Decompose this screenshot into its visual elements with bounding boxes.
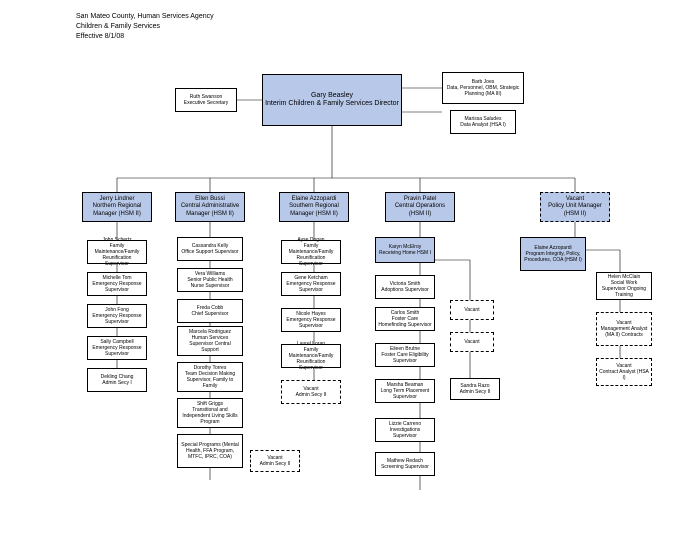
- col2-box-1: Vera WilliamsSenior Public Health Nurse …: [177, 268, 243, 292]
- col5-box-0: Helen McClainSocial Work Supervisor Ongo…: [596, 272, 652, 300]
- col3-box-3: Laurel LoranFamily Maintenance/Family Re…: [281, 344, 341, 368]
- col4-box-5: Mathew RedachScreening Supervisor: [375, 452, 435, 476]
- exec-role: Executive Secretary: [178, 100, 234, 106]
- manager-box-3: Pravin Patel Central Operations (HSM II): [385, 192, 455, 222]
- col3-box-0: Ayse DoganFamily Maintenance/Family Reun…: [281, 240, 341, 264]
- director-box: Gary Beasley Interim Children & Family S…: [262, 74, 402, 126]
- col1-box-1: Michelle TomEmergency Response Superviso…: [87, 272, 147, 296]
- vacant-bottom-box: VacantAdmin Secy II: [250, 450, 300, 472]
- col4a-box: Karyn McElroyReceiving Home HSM I: [375, 237, 435, 263]
- col2-box-5: Shift GriggsTransitional and Independent…: [177, 398, 243, 428]
- director-role: Interim Children & Family Services Direc…: [265, 100, 399, 108]
- col5-box-2: VacantContract Analyst (HSA I): [596, 358, 652, 386]
- col4-box-1: Carlos SmithFoster Care Homefinding Supe…: [375, 307, 435, 331]
- col5a-box: Elaine AzzopardiProgram Integrity, Polic…: [520, 237, 586, 271]
- manager-role: Southern Regional Manager (HSM II): [282, 203, 346, 217]
- col5-box-1: VacantManagement Analyst (MA II) Contrac…: [596, 312, 652, 346]
- manager-name: Elaine Azzopardi: [282, 196, 346, 203]
- col2-box-4: Dorothy TorresTeam Decision Making Super…: [177, 362, 243, 392]
- col1-box-4: Dekling ChangAdmin Secy I: [87, 368, 147, 392]
- header-line-1: San Mateo County, Human Services Agency: [76, 12, 214, 22]
- manager-name: Ellen Bussi: [178, 196, 242, 203]
- col4-box-4: Lizzie CarrenoInvestigations Supervisor: [375, 418, 435, 442]
- col4-box-2: Eileen BrutneFoster Care Eligibility Sup…: [375, 343, 435, 367]
- col2-box-2: Freda CobbChief Supervisor: [177, 299, 243, 323]
- director-name: Gary Beasley: [265, 92, 399, 100]
- header: San Mateo County, Human Services Agency …: [76, 12, 214, 41]
- manager-name: Jerry Lindner: [85, 196, 149, 203]
- col1-box-2: John FongEmergency Response Supervisor: [87, 304, 147, 328]
- right-bot-role: Data Analyst (HSA I): [453, 122, 513, 128]
- right-bot-box: Marissa Saludes Data Analyst (HSA I): [450, 110, 516, 134]
- col2-box-6: Special Programs (Mental Health, FFA Pro…: [177, 434, 243, 468]
- col1-box-3: Sally CampbellEmergency Response Supervi…: [87, 336, 147, 360]
- col3-box-2: Nicole HayesEmergency Response Superviso…: [281, 308, 341, 332]
- manager-name: Pravin Patel: [388, 196, 452, 203]
- manager-role: Central Administrative Manager (HSM II): [178, 203, 242, 217]
- manager-role: Policy Unit Manager (HSM II): [543, 203, 607, 217]
- header-line-3: Effective 8/1/08: [76, 32, 214, 42]
- exec-secretary-box: Ruth Swanson Executive Secretary: [175, 88, 237, 112]
- col2-box-0: Cassandra KellyOffice Support Supervisor: [177, 237, 243, 261]
- col4b-box-0: Vacant: [450, 300, 494, 320]
- manager-box-1: Ellen Bussi Central Administrative Manag…: [175, 192, 245, 222]
- col3-box-4: VacantAdmin Secy II: [281, 380, 341, 404]
- right-top-role: Data, Personnel, OBM, Strategic Planning…: [445, 85, 521, 97]
- right-top-box: Barb Joes Data, Personnel, OBM, Strategi…: [442, 72, 524, 104]
- header-line-2: Children & Family Services: [76, 22, 214, 32]
- manager-role: Central Operations (HSM II): [388, 203, 452, 217]
- manager-role: Northern Regional Manager (HSM II): [85, 203, 149, 217]
- col4-box-0: Victoria SmithAdoptions Supervisor: [375, 275, 435, 299]
- col1-box-0: John SchertzFamily Maintenance/Family Re…: [87, 240, 147, 264]
- manager-box-2: Elaine Azzopardi Southern Regional Manag…: [279, 192, 349, 222]
- manager-box-0: Jerry Lindner Northern Regional Manager …: [82, 192, 152, 222]
- manager-box-4: Vacant Policy Unit Manager (HSM II): [540, 192, 610, 222]
- col4-box-3: Marsha BeamanLong Term Placement Supervi…: [375, 379, 435, 403]
- manager-name: Vacant: [543, 196, 607, 203]
- col3-box-1: Gene KetchamEmergency Response Superviso…: [281, 272, 341, 296]
- col4b-box-2: Sandra RazoAdmin Secy II: [450, 378, 500, 400]
- col2-box-3: Marcela RodriguezHuman Services Supervis…: [177, 326, 243, 356]
- col4b-box-1: Vacant: [450, 332, 494, 352]
